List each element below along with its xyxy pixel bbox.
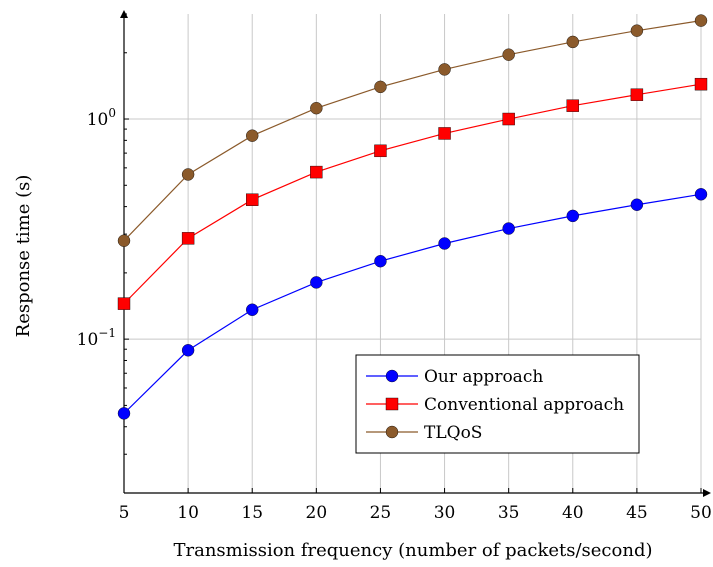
data-point	[502, 222, 515, 235]
data-point	[374, 80, 387, 94]
legend: Our approach Conventional approach TLQoS	[355, 354, 640, 454]
data-point	[630, 198, 644, 211]
series-line	[123, 193, 702, 414]
data-point	[246, 303, 259, 316]
y-tick-label: 100	[87, 106, 116, 130]
data-point	[374, 254, 387, 268]
x-tick-label: 50	[690, 503, 712, 523]
legend-marker	[385, 425, 399, 439]
y-axis-arrow	[120, 10, 128, 18]
data-point	[310, 276, 323, 289]
x-axis-label: Transmission frequency (number of packet…	[173, 540, 652, 561]
data-point	[181, 168, 195, 181]
x-axis-arrow	[703, 489, 711, 497]
data-point	[502, 48, 515, 61]
data-point	[117, 407, 131, 420]
data-point	[438, 237, 451, 250]
series-line	[123, 20, 702, 242]
data-point	[694, 188, 708, 201]
tick-labels: 5 10 15 20 25 30 35 40 45 50 10−1 100	[77, 106, 712, 523]
data-point	[310, 101, 323, 115]
data-point	[310, 165, 323, 179]
data-point	[246, 193, 259, 206]
series-group	[117, 14, 708, 420]
data-point	[181, 344, 195, 357]
series-1	[117, 77, 708, 310]
series-0	[117, 188, 708, 420]
legend-marker	[385, 397, 399, 411]
data-point	[630, 24, 644, 37]
data-point	[438, 63, 451, 76]
data-point	[117, 234, 131, 247]
legend-label: Conventional approach	[424, 395, 624, 415]
x-tick-label: 10	[177, 503, 199, 523]
data-point	[566, 209, 579, 223]
data-point	[438, 127, 451, 140]
legend-entries: Our approach Conventional approach TLQoS	[366, 367, 624, 443]
data-point	[374, 144, 387, 158]
x-tick-label: 20	[306, 503, 328, 523]
legend-entry: Conventional approach	[366, 395, 624, 415]
x-tick-label: 25	[370, 503, 392, 523]
legend-entry: Our approach	[366, 367, 543, 387]
y-axis-label: Response time (s)	[13, 175, 34, 338]
x-tick-label: 40	[562, 503, 584, 523]
data-point	[566, 99, 579, 112]
grid	[124, 14, 702, 493]
data-point	[694, 77, 708, 91]
data-point	[117, 297, 131, 310]
x-tick-label: 35	[498, 503, 520, 523]
legend-label: Our approach	[424, 367, 543, 387]
x-tick-label: 45	[626, 503, 648, 523]
data-point	[502, 112, 515, 126]
series-line	[123, 83, 702, 305]
data-point	[181, 232, 195, 245]
x-tick-label: 30	[434, 503, 456, 523]
legend-label: TLQoS	[424, 423, 482, 443]
data-point	[566, 35, 579, 49]
series-2	[117, 14, 708, 247]
data-point	[694, 14, 708, 27]
x-tick-label: 5	[119, 503, 130, 523]
legend-entry: TLQoS	[366, 423, 482, 443]
data-point	[630, 88, 644, 101]
legend-marker	[385, 369, 399, 383]
data-point	[246, 129, 259, 142]
y-tick-label: 10−1	[77, 326, 116, 350]
x-tick-label: 15	[241, 503, 263, 523]
